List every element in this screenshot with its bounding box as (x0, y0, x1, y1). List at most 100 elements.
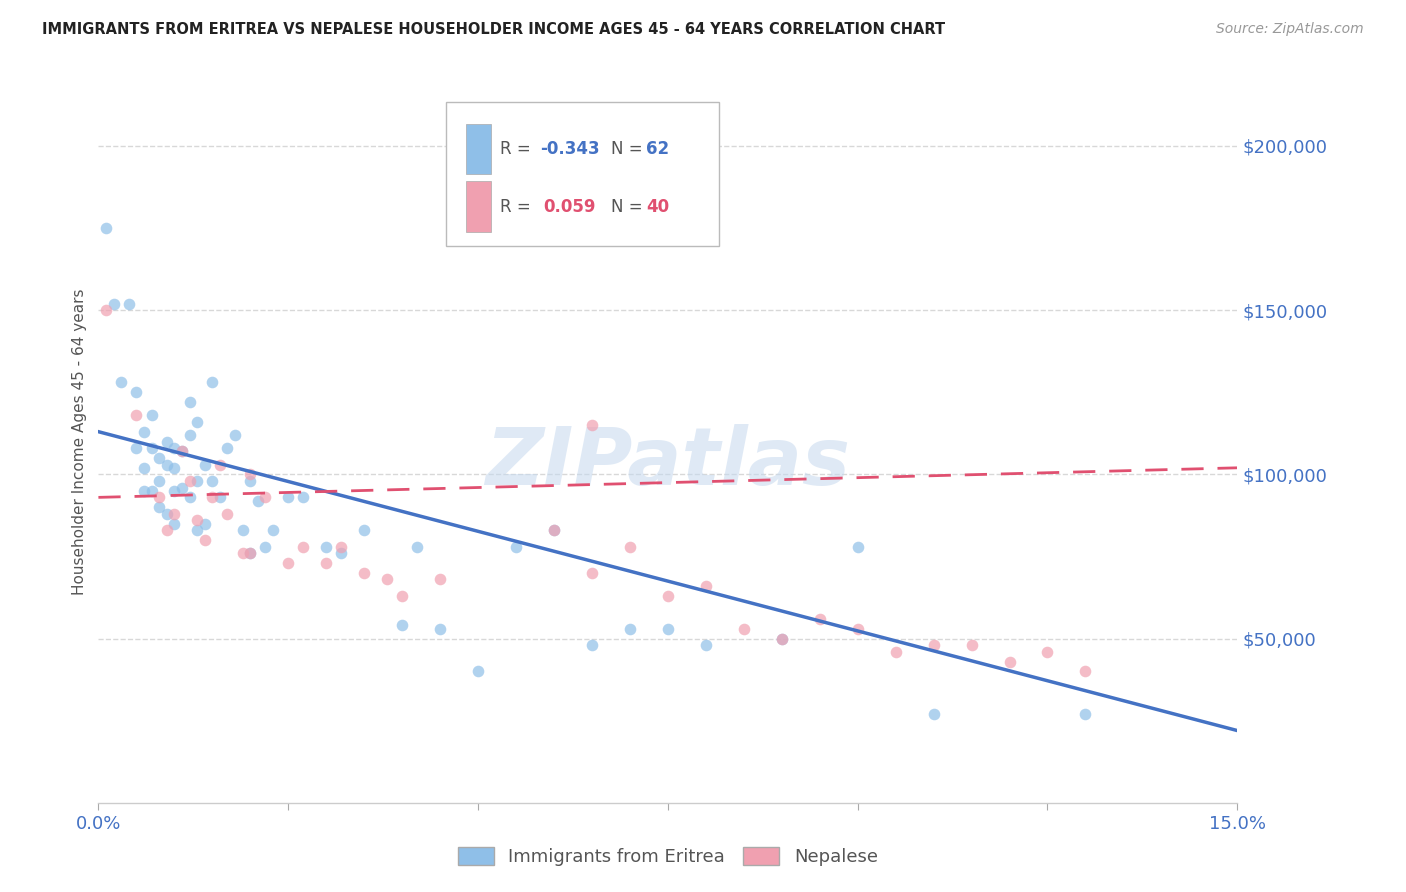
Point (156, 434, 179, 449)
Point (733, 622, 755, 636)
Point (695, 579, 717, 593)
Point (695, 638, 717, 652)
Point (884, 645, 907, 659)
Point (770, 632, 793, 646)
Point (156, 507, 179, 521)
Point (103, 296, 125, 310)
Point (246, 493, 269, 508)
Point (125, 441, 148, 455)
Text: N =: N = (612, 198, 648, 216)
Point (163, 460, 186, 475)
Point (262, 523, 284, 537)
Point (353, 566, 375, 580)
Point (330, 546, 353, 560)
Point (132, 483, 155, 498)
Point (163, 507, 186, 521)
Point (163, 441, 186, 455)
Point (657, 589, 679, 603)
Text: N =: N = (612, 140, 648, 158)
Point (170, 481, 193, 495)
Point (125, 385, 148, 400)
FancyBboxPatch shape (467, 181, 491, 232)
Point (1036, 645, 1059, 659)
Point (277, 556, 299, 570)
Text: 40: 40 (647, 198, 669, 216)
Point (94, 221, 117, 235)
Point (429, 622, 451, 636)
Point (163, 516, 186, 531)
Point (201, 474, 224, 488)
Point (194, 533, 217, 547)
Point (148, 450, 170, 465)
Point (179, 428, 201, 442)
Point (156, 458, 179, 472)
Point (846, 540, 869, 554)
Text: IMMIGRANTS FROM ERITREA VS NEPALESE HOUSEHOLDER INCOME AGES 45 - 64 YEARS CORREL: IMMIGRANTS FROM ERITREA VS NEPALESE HOUS… (42, 22, 945, 37)
Point (922, 707, 945, 722)
Point (239, 474, 262, 488)
Point (581, 638, 603, 652)
Point (239, 546, 262, 560)
Point (148, 474, 170, 488)
Point (94, 303, 117, 318)
Point (141, 441, 163, 455)
Point (118, 296, 141, 310)
Point (224, 428, 246, 442)
Point (391, 589, 413, 603)
Point (239, 467, 262, 482)
Point (110, 376, 132, 390)
Point (998, 655, 1021, 669)
Point (148, 491, 170, 505)
Point (1074, 707, 1097, 722)
Point (657, 622, 679, 636)
Point (846, 622, 869, 636)
Point (505, 540, 527, 554)
Point (208, 458, 231, 472)
Point (132, 425, 155, 439)
Point (170, 444, 193, 458)
Point (429, 573, 451, 587)
Point (922, 638, 945, 652)
Point (132, 460, 155, 475)
Point (141, 409, 163, 423)
Point (353, 523, 375, 537)
Text: Source: ZipAtlas.com: Source: ZipAtlas.com (1216, 22, 1364, 37)
Point (179, 491, 201, 505)
Point (186, 513, 208, 527)
Point (543, 523, 565, 537)
Point (194, 458, 217, 472)
Text: 0.059: 0.059 (544, 198, 596, 216)
Point (217, 507, 239, 521)
Point (292, 540, 315, 554)
Point (406, 540, 429, 554)
Point (156, 523, 179, 537)
Point (581, 566, 603, 580)
Point (208, 491, 231, 505)
Point (186, 415, 208, 429)
Point (960, 638, 983, 652)
Point (467, 665, 489, 679)
Text: R =: R = (501, 198, 541, 216)
Point (1074, 665, 1097, 679)
Point (254, 540, 277, 554)
Point (141, 483, 163, 498)
Point (179, 474, 201, 488)
Point (163, 483, 186, 498)
Point (808, 612, 831, 626)
Point (581, 418, 603, 433)
Point (277, 491, 299, 505)
Point (330, 540, 353, 554)
Point (201, 491, 224, 505)
Text: -0.343: -0.343 (540, 140, 600, 158)
Point (315, 556, 337, 570)
Point (619, 540, 641, 554)
Point (170, 444, 193, 458)
Point (543, 523, 565, 537)
Point (239, 546, 262, 560)
Point (179, 395, 201, 409)
FancyBboxPatch shape (467, 124, 491, 174)
Point (770, 632, 793, 646)
Point (292, 491, 315, 505)
Legend: Immigrants from Eritrea, Nepalese: Immigrants from Eritrea, Nepalese (451, 839, 884, 873)
Point (148, 500, 170, 515)
